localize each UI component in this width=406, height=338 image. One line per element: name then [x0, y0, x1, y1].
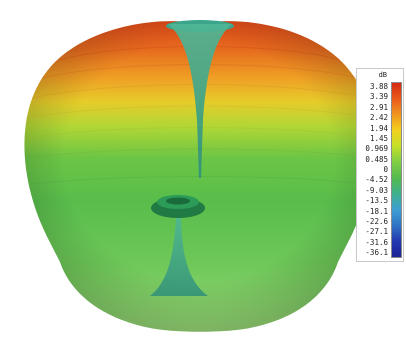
colorbar-tick-label: -9.03 [365, 185, 388, 195]
colorbar-unit: dB [378, 71, 387, 79]
lower-null-funnel [150, 218, 208, 296]
colorbar-tick-label: -4.52 [365, 175, 388, 185]
colorbar-tick-label: 1.45 [369, 133, 388, 143]
colorbar-tick-label: -31.6 [365, 237, 388, 247]
colorbar-tick-label: 0 [383, 165, 388, 174]
colorbar-tick-label: -27.1 [365, 227, 388, 237]
upper-null-funnel [168, 24, 232, 178]
center-ring-inner [166, 197, 190, 205]
colorbar-tick-label: 3.39 [369, 92, 388, 102]
colorbar-tick-label: -13.5 [365, 196, 388, 206]
colorbar-tick-label: 1.94 [369, 123, 388, 133]
pattern-edge-shade [24, 21, 374, 332]
colorbar-legend: dB 3.88 3.39 2.91 2.42 1.94 1.45 0.969 0.485 0 -4… [356, 68, 404, 262]
colorbar-tick-label: 2.91 [369, 102, 388, 112]
colorbar-tick-label: 2.42 [369, 113, 388, 123]
colorbar-tick-label: 0.485 [365, 154, 388, 164]
colorbar-tick-label: 0.969 [365, 144, 388, 154]
colorbar-tick-label: -22.6 [365, 216, 388, 226]
colorbar-scale [391, 82, 402, 258]
colorbar-tick-label: -18.1 [365, 206, 388, 216]
colorbar-tick-label: -36.1 [365, 248, 388, 257]
colorbar-tick-label: 3.88 [369, 82, 388, 91]
